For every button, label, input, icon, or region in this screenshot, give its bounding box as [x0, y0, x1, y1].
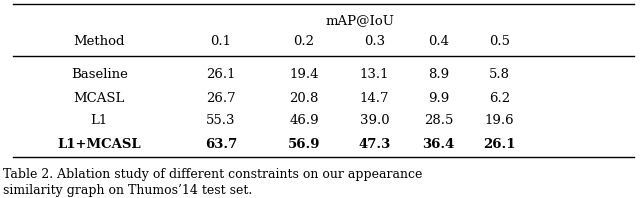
Text: Method: Method: [74, 35, 125, 48]
Text: 19.6: 19.6: [484, 114, 514, 127]
Text: 0.2: 0.2: [294, 35, 314, 48]
Text: 20.8: 20.8: [289, 91, 319, 105]
Text: L1: L1: [91, 114, 108, 127]
Text: MCASL: MCASL: [74, 91, 125, 105]
Text: 0.1: 0.1: [211, 35, 231, 48]
Text: 13.1: 13.1: [360, 68, 389, 81]
Text: 6.2: 6.2: [488, 91, 510, 105]
Text: Table 2. Ablation study of different constraints on our appearance: Table 2. Ablation study of different con…: [3, 168, 422, 181]
Text: 0.3: 0.3: [364, 35, 385, 48]
Text: 36.4: 36.4: [422, 138, 454, 151]
Text: 14.7: 14.7: [360, 91, 389, 105]
Text: L1+MCASL: L1+MCASL: [58, 138, 141, 151]
Text: 0.4: 0.4: [428, 35, 449, 48]
Text: 26.1: 26.1: [206, 68, 236, 81]
Text: 56.9: 56.9: [288, 138, 320, 151]
Text: 28.5: 28.5: [424, 114, 453, 127]
Text: 47.3: 47.3: [358, 138, 390, 151]
Text: 19.4: 19.4: [289, 68, 319, 81]
Text: mAP@IoU: mAP@IoU: [326, 14, 394, 27]
Text: similarity graph on Thumos’14 test set.: similarity graph on Thumos’14 test set.: [3, 184, 252, 197]
Text: 26.7: 26.7: [206, 91, 236, 105]
Text: 0.5: 0.5: [489, 35, 509, 48]
Text: 26.1: 26.1: [483, 138, 515, 151]
Text: 5.8: 5.8: [489, 68, 509, 81]
Text: Baseline: Baseline: [71, 68, 127, 81]
Text: 63.7: 63.7: [205, 138, 237, 151]
Text: 46.9: 46.9: [289, 114, 319, 127]
Text: 39.0: 39.0: [360, 114, 389, 127]
Text: 8.9: 8.9: [428, 68, 449, 81]
Text: 55.3: 55.3: [206, 114, 236, 127]
Text: 9.9: 9.9: [428, 91, 449, 105]
